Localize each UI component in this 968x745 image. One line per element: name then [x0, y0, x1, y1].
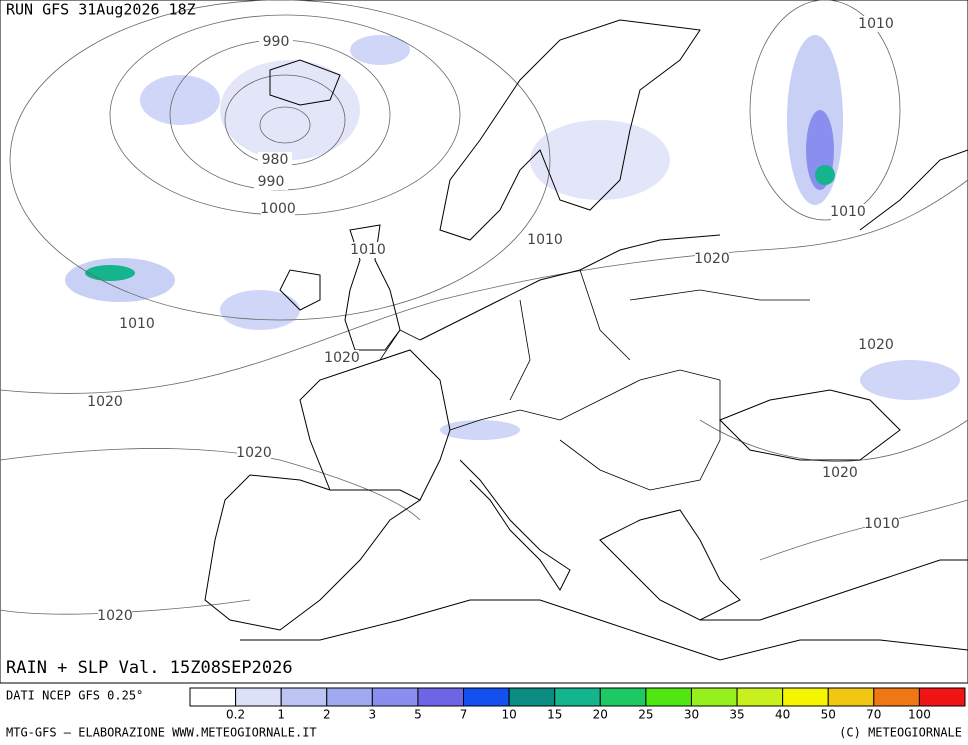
rain-areas: [65, 35, 960, 440]
legend-label: 25: [638, 708, 653, 722]
legend-swatch: [280, 687, 328, 707]
legend-label: 5: [414, 708, 422, 722]
isobar-label: 1000: [260, 201, 296, 217]
legend-label: 40: [775, 708, 790, 722]
legend-label: 0.2: [226, 708, 245, 722]
isobar-label: 1020: [97, 608, 133, 624]
legend-swatch: [371, 687, 419, 707]
legend-label: 3: [369, 708, 377, 722]
isobar-label: 1020: [694, 251, 730, 267]
legend-swatch: [417, 687, 465, 707]
legend-swatch: [918, 687, 966, 707]
footer-left: MTG-GFS – ELABORAZIONE WWW.METEOGIORNALE…: [6, 726, 317, 740]
legend-label: 10: [501, 708, 516, 722]
legend-label: 30: [684, 708, 699, 722]
legend-label: 7: [460, 708, 468, 722]
isobar-label-bg: [859, 16, 893, 32]
isobar-label: 1010: [119, 316, 155, 332]
legend-swatch: [554, 687, 601, 707]
isobar-label-bg: [695, 251, 729, 267]
legend: 0.2 1 2 3 5 7 10 15 20 25 30 35 40 50 70 100: [189, 687, 966, 722]
isobar-label: 1020: [236, 445, 272, 461]
isobar-label-bg: [261, 201, 295, 217]
legend-label: 35: [729, 708, 744, 722]
isobar-label-bg: [237, 445, 271, 461]
legend-swatch: [508, 687, 556, 707]
isobar-label: 1010: [858, 16, 894, 32]
legend-swatch: [189, 687, 237, 707]
isobar-label: 1020: [87, 394, 123, 410]
isobar-label: 1020: [858, 337, 894, 353]
isobar-label: 1010: [830, 204, 866, 220]
isobar-label-bg: [351, 242, 385, 258]
legend-swatch: [782, 687, 829, 707]
legend-swatch: [690, 687, 738, 707]
map-title: RAIN + SLP Val. 15Z08SEP2026: [6, 658, 293, 678]
isobars: [0, 0, 968, 615]
isobar-label-bg: [258, 152, 292, 168]
isobar-label-bg: [98, 608, 132, 624]
isobar-label: 1010: [350, 242, 386, 258]
isobar-label: 990: [263, 34, 290, 50]
legend-swatch: [645, 687, 692, 707]
isobar-label-bg: [865, 516, 899, 532]
isobar-label-bg: [823, 465, 857, 481]
legend-label: 100: [908, 708, 931, 722]
legend-label: 20: [593, 708, 608, 722]
isobar-labels: 990 980 990 1000 1010 1010 1020 1020 1020 1020 101…: [87, 16, 900, 624]
legend-swatch: [599, 687, 647, 707]
isobar-label: 990: [258, 174, 285, 190]
source-label: DATI NCEP GFS 0.25°: [6, 689, 143, 703]
isobar-label-bg: [325, 350, 359, 366]
footer-right: (C) METEOGIORNALE: [839, 726, 962, 740]
run-label: RUN GFS 31Aug2026 18Z: [6, 1, 196, 19]
legend-label: 15: [547, 708, 562, 722]
isobar-label-bg: [254, 174, 288, 190]
legend-swatch: [873, 687, 920, 707]
isobar-label-bg: [120, 316, 154, 332]
isobar-label: 1010: [864, 516, 900, 532]
isobar-label: 1010: [527, 232, 563, 248]
legend-swatch: [736, 687, 784, 707]
isobar-label-bg: [259, 34, 293, 50]
borders: [379, 269, 810, 491]
isobar-label-bg: [831, 204, 865, 220]
isobar-label-bg: [528, 232, 562, 248]
legend-label: 70: [866, 708, 881, 722]
legend-swatch: [326, 687, 373, 707]
legend-label: 50: [821, 708, 836, 722]
legend-swatch: [463, 687, 510, 707]
isobar-label-bg: [88, 394, 122, 410]
isobar-label: 980: [262, 152, 289, 168]
legend-label: 1: [277, 708, 285, 722]
coastlines: [204, 19, 968, 661]
legend-swatch: [827, 687, 875, 707]
isobar-label-bg: [859, 337, 893, 353]
isobar-label: 1020: [822, 465, 858, 481]
legend-label: 2: [323, 708, 331, 722]
legend-swatch: [235, 687, 282, 707]
isobar-label: 1020: [324, 350, 360, 366]
